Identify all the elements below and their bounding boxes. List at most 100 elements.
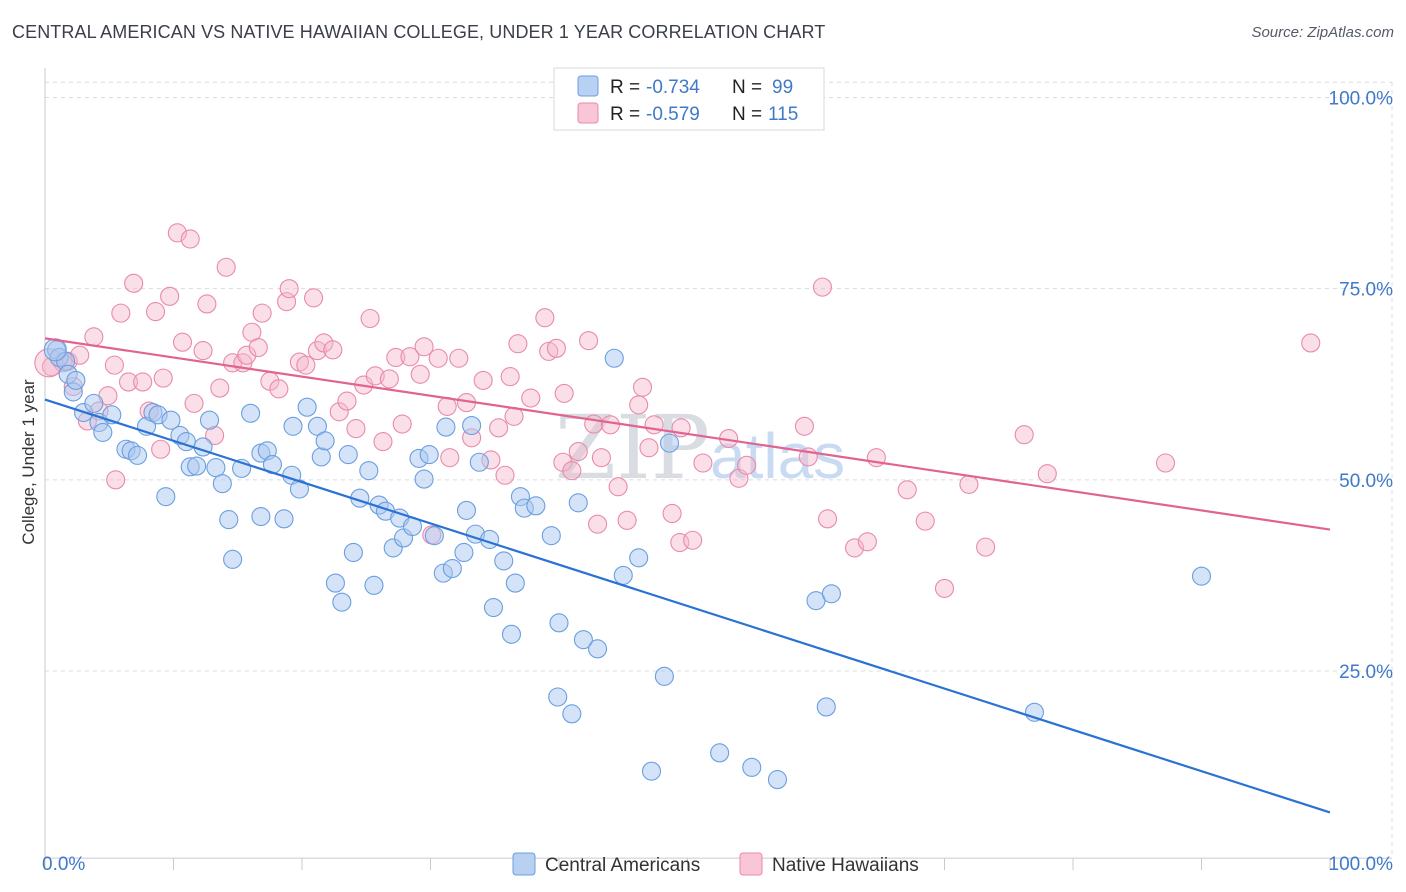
watermark-zip: ZIP [555, 396, 710, 499]
native-hawaiian-point [1301, 333, 1321, 353]
central-american-point [548, 687, 568, 707]
native-hawaiian-point [373, 432, 393, 452]
native-hawaiian-point [812, 277, 832, 297]
native-hawaiian-point [279, 279, 299, 299]
central-american-point [289, 479, 309, 499]
central-american-point [816, 697, 836, 717]
central-american-point [562, 704, 582, 724]
series-legend: Central Americans Native Hawaiians [512, 852, 919, 876]
native-hawaiian-point [304, 288, 324, 308]
native-hawaiian-point [495, 465, 515, 485]
native-hawaiian-point [386, 347, 406, 368]
native-hawaiian-point [133, 372, 153, 392]
native-hawaiian-point [632, 377, 653, 397]
native-hawaiian-point [535, 308, 555, 328]
central-american-point [462, 415, 482, 436]
native-hawaiian-point [976, 537, 996, 557]
native-hawaiian-point [428, 348, 448, 368]
central-american-point [654, 666, 674, 686]
native-hawaiian-point [124, 273, 144, 293]
native-hawaiian-point [379, 369, 399, 389]
native-hawaiian-point [629, 395, 649, 415]
native-hawaiian-point [210, 378, 230, 398]
y-axis-label: College, Under 1 year [19, 379, 38, 545]
native-hawaiian-point [440, 448, 460, 468]
native-hawaiian-point [111, 303, 131, 323]
native-hawaiian-point [915, 511, 935, 531]
legend-swatch-native-hawaiians [739, 852, 763, 876]
central-american-point [161, 410, 181, 430]
native-hawaiian-point [644, 415, 664, 435]
native-hawaiians-trend-line [44, 337, 1331, 531]
central-american-point [274, 509, 294, 529]
central-american-point [359, 461, 379, 481]
native-hawaiian-point [180, 229, 200, 249]
native-hawaiian-point [600, 415, 620, 435]
central-american-point [241, 403, 261, 423]
native-hawaiian-point [546, 338, 566, 358]
native-hawaiian-point [521, 388, 541, 408]
native-hawaiian-point [473, 370, 493, 390]
central-american-point [641, 761, 662, 781]
central-american-point [206, 458, 226, 478]
central-american-point [325, 573, 345, 593]
legend-r-value-blue: -0.734 [646, 77, 700, 98]
central-american-point [505, 573, 525, 593]
central-american-point [526, 496, 546, 516]
central-american-point [156, 487, 176, 507]
native-hawaiian-point [591, 448, 611, 468]
watermark-atlas: atlas [710, 420, 845, 492]
central-americans-trend-line [44, 398, 1331, 814]
central-american-point [568, 493, 588, 513]
central-american-point [219, 510, 239, 530]
x-tick-labels: 0.0% 100.0% [42, 854, 1393, 875]
native-hawaiian-point [693, 453, 713, 473]
central-american-point [604, 348, 624, 368]
native-hawaiian-point [410, 364, 430, 384]
native-hawaiian-point [172, 332, 193, 352]
native-hawaiian-point [617, 510, 637, 530]
native-hawaiian-point [562, 461, 582, 481]
native-hawaiian-point [184, 393, 204, 413]
legend-n-label-pink: N = [732, 104, 762, 125]
native-hawaiian-point [959, 474, 979, 494]
native-hawaiian-point [1014, 425, 1034, 445]
native-hawaiian-point [579, 331, 599, 351]
native-hawaiian-point [160, 286, 180, 306]
central-american-point [549, 613, 569, 633]
central-american-point [767, 770, 788, 790]
native-hawaiian-point [104, 355, 124, 375]
legend-label-native-hawaiians: Native Hawaiians [772, 855, 919, 876]
central-american-point [469, 452, 489, 472]
native-hawaiian-point [500, 367, 520, 387]
central-american-point [84, 393, 104, 413]
native-hawaiian-point [392, 414, 412, 434]
central-american-point [283, 416, 303, 436]
central-american-point [414, 469, 434, 489]
stats-legend: R = -0.734 N = 99 R = -0.579 N = 115 [553, 67, 825, 131]
watermark: ZIPatlas [555, 396, 845, 499]
legend-n-value-blue: 99 [772, 77, 793, 98]
y-tick-label: 25.0% [1339, 662, 1393, 683]
central-american-point [338, 445, 358, 465]
native-hawaiian-point [934, 578, 955, 598]
legend-r-label-pink: R = [610, 104, 640, 125]
central-american-point [442, 558, 462, 579]
native-hawaiian-point [193, 341, 213, 361]
central-american-point [419, 445, 439, 465]
central-american-point [343, 542, 363, 563]
native-hawaiian-point [897, 480, 917, 500]
y-tick-label: 50.0% [1339, 471, 1393, 492]
native-hawaiian-point [449, 348, 469, 368]
central-american-point [573, 630, 593, 650]
native-hawaiian-point [683, 530, 703, 550]
native-hawaiian-point [414, 337, 434, 357]
native-hawaiian-point [365, 366, 385, 386]
y-tick-labels: 25.0% 50.0% 75.0% 100.0% [1329, 89, 1394, 684]
native-hawaiian-point [489, 418, 509, 438]
central-american-point [587, 639, 608, 659]
native-hawaiian-point [145, 302, 166, 322]
chart-title: CENTRAL AMERICAN VS NATIVE HAWAIIAN COLL… [12, 22, 826, 42]
central-americans-points [43, 338, 1212, 790]
